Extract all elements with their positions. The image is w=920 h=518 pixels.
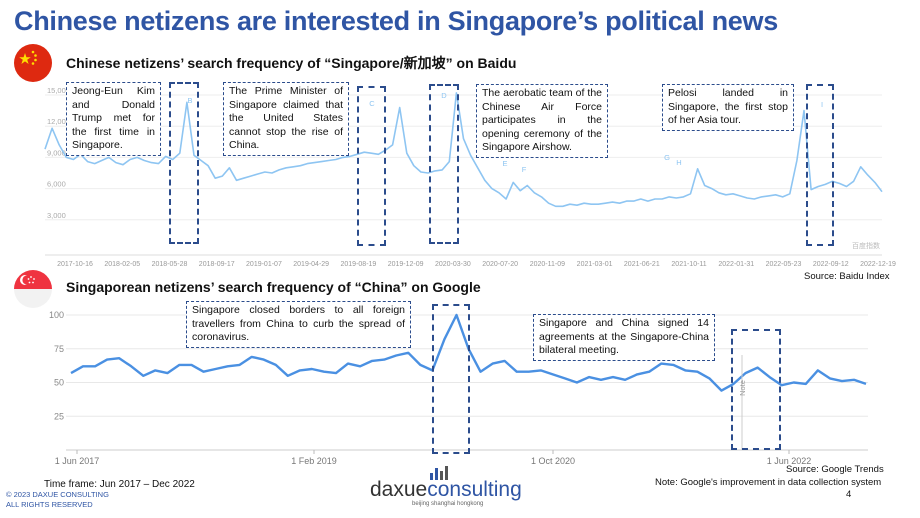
baidu-x-tick-label: 2019-04-29 (293, 261, 329, 268)
china-flag-icon (14, 44, 52, 82)
baidu-event-marker: B (187, 96, 192, 105)
baidu-x-tick-label: 2017-10-16 (57, 261, 93, 268)
daxue-logo: daxueconsulting (370, 478, 522, 501)
highlight-box-agreements (731, 329, 781, 450)
google-y-tick-label: 50 (54, 378, 64, 388)
annotation-14-agreements: Singapore and China signed 14 agreements… (533, 314, 715, 361)
google-note-marker: Note (738, 380, 747, 396)
baidu-x-tick-label: 2018-09-17 (199, 261, 235, 268)
baidu-event-marker: G (664, 153, 670, 162)
baidu-series-line (44, 92, 883, 208)
baidu-event-marker: I (821, 100, 823, 109)
google-x-tick-label: 1 Jun 2017 (55, 456, 100, 466)
google-chart-title: Singaporean netizens’ search frequency o… (66, 279, 481, 295)
baidu-y-tick-label: 15,000 (47, 86, 70, 95)
annotation-pm-singapore: The Prime Minister of Singapore claimed … (223, 82, 349, 156)
google-x-tick-label: 1 Jun 2022 (767, 456, 812, 466)
google-x-tick-label: 1 Feb 2019 (291, 456, 337, 466)
baidu-x-tick-label: 2021-06-21 (624, 261, 660, 268)
baidu-y-tick-label: 9,000 (47, 148, 66, 157)
baidu-x-tick-label: 2022-01-31 (718, 261, 754, 268)
baidu-watermark: 百度指数 (852, 241, 880, 250)
highlight-box-B (169, 82, 199, 244)
annotation-airshow: The aerobatic team of the Chinese Air Fo… (476, 84, 608, 158)
baidu-y-tick-label: 3,000 (47, 211, 66, 220)
time-frame: Time frame: Jun 2017 – Dec 2022 (44, 479, 195, 490)
baidu-x-tick-label: 2018-02-05 (104, 261, 140, 268)
baidu-x-tick-label: 2021-03-01 (577, 261, 613, 268)
google-y-tick-label: 100 (49, 310, 64, 320)
baidu-x-tick-label: 2022-05-23 (766, 261, 802, 268)
highlight-box-C (357, 86, 386, 246)
highlight-box-covid (432, 304, 470, 454)
baidu-event-marker: C (369, 99, 375, 108)
baidu-event-marker: F (522, 165, 527, 174)
baidu-x-tick-label: 2022-09-12 (813, 261, 849, 268)
google-y-tick-label: 25 (54, 411, 64, 421)
google-note: Note: Google's improvement in data colle… (655, 477, 882, 488)
highlight-box-D (429, 84, 459, 244)
baidu-x-tick-label: 2019-12-09 (388, 261, 424, 268)
baidu-y-tick-label: 12,000 (47, 117, 70, 126)
google-x-tick-label: 1 Oct 2020 (531, 456, 575, 466)
google-y-tick-label: 75 (54, 344, 64, 354)
baidu-x-tick-label: 2018-05-28 (152, 261, 188, 268)
page-number: 4 (846, 489, 852, 500)
logo-tagline: beijing shanghai hongkong (412, 501, 484, 507)
baidu-event-marker: D (441, 91, 447, 100)
baidu-x-tick-label: 2020-07-20 (482, 261, 518, 268)
page-title: Chinese netizens are interested in Singa… (14, 6, 778, 36)
daxue-logo-icon (430, 466, 452, 480)
annotation-kim-trump: Jeong-Eun Kim and Donald Trump met for t… (66, 82, 161, 156)
baidu-x-tick-label: 2020-03-30 (435, 261, 471, 268)
baidu-x-tick-label: 2019-01-07 (246, 261, 282, 268)
baidu-x-tick-label: 2022-12-19 (860, 261, 896, 268)
baidu-x-tick-label: 2021-10-11 (671, 261, 706, 268)
highlight-box-I (806, 84, 834, 246)
baidu-source: Source: Baidu Index (804, 271, 890, 282)
baidu-event-marker: H (676, 158, 681, 167)
baidu-chart-title: Chinese netizens’ search frequency of “S… (66, 55, 517, 71)
copyright: © 2023 DAXUE CONSULTING ALL RIGHTS RESER… (6, 490, 109, 509)
annotation-borders-closed: Singapore closed borders to all foreign … (186, 301, 411, 348)
google-source: Source: Google Trends (786, 464, 884, 475)
baidu-event-marker: E (502, 159, 507, 168)
baidu-y-tick-label: 6,000 (47, 180, 66, 189)
singapore-flag-icon (14, 270, 52, 308)
baidu-x-tick-label: 2019-08-19 (341, 261, 377, 268)
annotation-pelosi: Pelosi landed in Singapore, the first st… (662, 84, 794, 131)
baidu-x-tick-label: 2020-11-09 (530, 261, 565, 268)
